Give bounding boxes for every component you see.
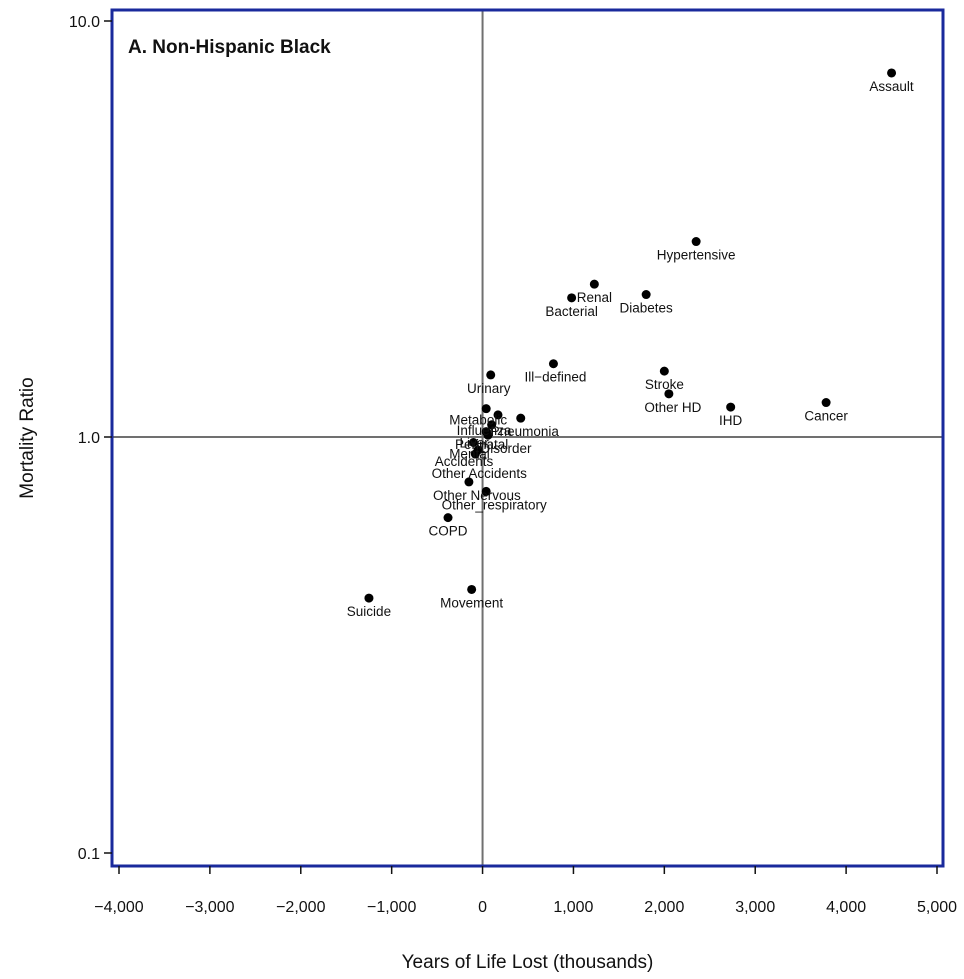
point-label: Stroke bbox=[645, 377, 684, 392]
data-point bbox=[589, 279, 599, 289]
data-point bbox=[486, 370, 496, 380]
point-label: Suicide bbox=[347, 604, 391, 619]
chart-title: A. Non-Hispanic Black bbox=[128, 37, 331, 58]
y-axis: 0.1 1.0 10.0 bbox=[69, 14, 112, 863]
data-point bbox=[659, 366, 669, 376]
y-tick-label: 1.0 bbox=[78, 430, 100, 447]
point-label: Ill−defined bbox=[524, 370, 586, 385]
x-tick-label: 0 bbox=[478, 899, 487, 916]
data-point bbox=[467, 584, 477, 594]
x-tick-label: 5,000 bbox=[917, 899, 957, 916]
point-label: Disorder bbox=[481, 441, 533, 456]
data-point bbox=[548, 359, 558, 369]
y-axis-title: Mortality Ratio bbox=[17, 377, 38, 498]
x-tick-label: 1,000 bbox=[553, 899, 593, 916]
point-label: Pneumonia bbox=[491, 424, 560, 439]
point-label: Diabetes bbox=[620, 301, 674, 316]
point-label: Other Nervous bbox=[433, 488, 521, 503]
point-label: Renal bbox=[577, 290, 612, 305]
x-axis-title: Years of Life Lost (thousands) bbox=[402, 952, 654, 973]
x-tick-label: 2,000 bbox=[644, 899, 684, 916]
point-label: Assault bbox=[869, 79, 914, 94]
data-point bbox=[470, 449, 480, 459]
x-tick-label: −2,000 bbox=[276, 899, 325, 916]
data-point bbox=[726, 402, 736, 412]
y-tick-label: 10.0 bbox=[69, 14, 100, 31]
point-label: Influenza bbox=[457, 423, 512, 438]
point-label: Other HD bbox=[644, 400, 701, 415]
x-axis: −4,000 −3,000 −2,000 −1,000 0 1,000 2,000 3,000… bbox=[94, 866, 957, 916]
point-label: COPD bbox=[429, 524, 468, 539]
data-point bbox=[664, 389, 674, 399]
data-point bbox=[641, 290, 651, 300]
point-label: IHD bbox=[719, 413, 743, 428]
point-label: Perinatal bbox=[455, 437, 508, 452]
data-point bbox=[443, 513, 453, 523]
point-label: Liver bbox=[460, 436, 490, 451]
data-point bbox=[691, 237, 701, 247]
data-point bbox=[464, 477, 474, 487]
data-point bbox=[468, 438, 478, 448]
point-label: Mental bbox=[449, 447, 490, 462]
x-tick-label: −1,000 bbox=[367, 899, 416, 916]
point-label: Accidents bbox=[435, 454, 494, 469]
data-point bbox=[364, 593, 374, 603]
data-point bbox=[483, 430, 493, 440]
x-tick-label: −3,000 bbox=[185, 899, 234, 916]
point-label: Hypertensive bbox=[657, 248, 736, 263]
data-point bbox=[481, 404, 491, 414]
point-label: Urinary bbox=[467, 381, 511, 396]
data-point bbox=[487, 420, 497, 430]
data-point bbox=[481, 486, 491, 496]
data-point bbox=[821, 398, 831, 408]
data-point bbox=[516, 413, 526, 423]
reference-lines bbox=[112, 10, 943, 866]
point-label: Other_respiratory bbox=[442, 497, 547, 512]
point-label: Metabolic bbox=[449, 413, 507, 428]
point-label: Movement bbox=[440, 595, 503, 610]
data-point bbox=[567, 293, 577, 303]
x-tick-label: 3,000 bbox=[735, 899, 775, 916]
data-point bbox=[493, 410, 503, 420]
point-label: Bacterial bbox=[545, 304, 598, 319]
plot-frame bbox=[110, 8, 945, 868]
y-tick-label: 0.1 bbox=[78, 846, 100, 863]
data-point bbox=[887, 68, 897, 78]
data-points bbox=[364, 68, 897, 603]
point-label: Other Accidents bbox=[432, 466, 528, 481]
point-label: Cancer bbox=[804, 409, 848, 424]
x-tick-label: 4,000 bbox=[826, 899, 866, 916]
x-tick-label: −4,000 bbox=[94, 899, 143, 916]
